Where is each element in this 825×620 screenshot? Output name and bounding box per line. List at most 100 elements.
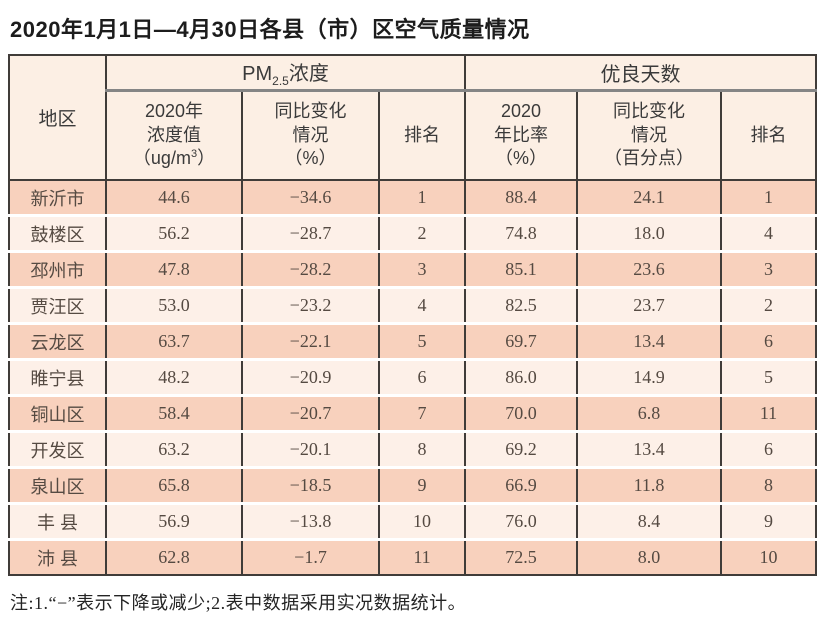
cell-pm-rank: 6 (378, 358, 465, 396)
header-good-change: 同比变化 情况 （百分点） (576, 90, 721, 180)
table-row: 鼓楼区 56.2 −28.7 2 74.8 18.0 4 (8, 214, 817, 252)
cell-good-change: 23.6 (576, 250, 721, 288)
header-good-change-line1: 同比变化 (613, 100, 685, 121)
air-quality-table: 地区 PM2.5浓度 优良天数 2020年 浓度值 （ug/m3） 同比变化 情… (8, 54, 818, 576)
header-pm-value-line2: 浓度值 (147, 124, 201, 145)
cell-pm-change: −22.1 (241, 322, 379, 360)
cell-pm-rank: 3 (378, 250, 465, 288)
table-row: 沛 县 62.8 −1.7 11 72.5 8.0 10 (8, 538, 817, 575)
cell-good-rank: 5 (719, 358, 817, 396)
table-row: 云龙区 63.7 −22.1 5 69.7 13.4 6 (8, 322, 817, 360)
cell-pm-rank: 9 (378, 466, 465, 504)
unit-suffix: ） (197, 148, 216, 169)
header-pm-change: 同比变化 情况 （%） (241, 90, 379, 180)
cell-good-ratio: 82.5 (464, 286, 577, 324)
cell-good-change: 13.4 (576, 322, 721, 360)
cell-good-ratio: 74.8 (464, 214, 577, 252)
cell-pm-value: 62.8 (105, 538, 242, 575)
cell-pm-value: 53.0 (105, 286, 242, 324)
header-group-row: 地区 PM2.5浓度 优良天数 (8, 55, 817, 180)
cell-good-change: 14.9 (576, 358, 721, 396)
cell-good-change: 6.8 (576, 394, 721, 432)
unit-superscript: 3 (190, 148, 198, 161)
cell-good-change: 8.4 (576, 502, 721, 540)
cell-region: 沛 县 (8, 538, 106, 575)
cell-pm-value: 56.2 (105, 214, 242, 252)
header-good-change-line2: 情况 (631, 124, 667, 145)
header-good-ratio-line2: 年比率 (494, 124, 548, 145)
header-good-ratio-line3: （%） (494, 148, 547, 169)
cell-good-ratio: 66.9 (464, 466, 577, 504)
cell-pm-rank: 2 (378, 214, 465, 252)
table-row: 新沂市 44.6 −34.6 1 88.4 24.1 1 (8, 179, 817, 216)
cell-pm-change: −34.6 (241, 179, 379, 216)
cell-good-ratio: 76.0 (464, 502, 577, 540)
cell-region: 开发区 (8, 430, 106, 468)
table-row: 睢宁县 48.2 −20.9 6 86.0 14.9 5 (8, 358, 817, 396)
cell-good-rank: 11 (719, 394, 817, 432)
cell-pm-value: 48.2 (105, 358, 242, 396)
cell-good-ratio: 69.2 (464, 430, 577, 468)
cell-good-rank: 9 (719, 502, 817, 540)
header-good-ratio: 2020 年比率 （%） (464, 90, 577, 180)
cell-good-change: 8.0 (576, 538, 721, 575)
header-pm-change-line2: 情况 (292, 124, 329, 145)
cell-region: 铜山区 (8, 394, 106, 432)
pm-label-subscript: 2.5 (272, 74, 289, 88)
cell-pm-change: −1.7 (241, 538, 379, 575)
cell-pm-change: −18.5 (241, 466, 379, 504)
cell-pm-value: 58.4 (105, 394, 242, 432)
table-body: 新沂市 44.6 −34.6 1 88.4 24.1 1 鼓楼区 56.2 −28.7 2 74.8 1… (8, 179, 817, 575)
cell-pm-rank: 5 (378, 322, 465, 360)
cell-pm-rank: 4 (378, 286, 465, 324)
cell-pm-value: 56.9 (105, 502, 242, 540)
header-pm-change-line3: （%） (284, 148, 337, 169)
cell-pm-change: −20.7 (241, 394, 379, 432)
cell-region: 泉山区 (8, 466, 106, 504)
header-sub-row: 2020年 浓度值 （ug/m3） 同比变化 情况 （%） 排名 2020 年比… (9, 90, 817, 180)
cell-good-ratio: 69.7 (464, 322, 577, 360)
cell-good-change: 11.8 (576, 466, 721, 504)
footnote: 注:1.“−”表示下降或减少;2.表中数据采用实况数据统计。 (10, 593, 467, 613)
cell-pm-rank: 11 (378, 538, 465, 575)
cell-pm-value: 47.8 (105, 250, 242, 288)
cell-pm-rank: 1 (378, 179, 465, 216)
cell-pm-change: −28.7 (241, 214, 379, 252)
header-pm-rank: 排名 (378, 90, 465, 180)
cell-pm-change: −28.2 (241, 250, 379, 288)
table-row: 开发区 63.2 −20.1 8 69.2 13.4 6 (8, 430, 817, 468)
cell-pm-change: −23.2 (241, 286, 379, 324)
cell-pm-change: −13.8 (241, 502, 379, 540)
cell-pm-value: 44.6 (105, 179, 242, 216)
cell-good-rank: 6 (719, 322, 817, 360)
cell-good-ratio: 72.5 (464, 538, 577, 575)
cell-pm-change: −20.1 (241, 430, 379, 468)
cell-pm-rank: 10 (378, 502, 465, 540)
cell-good-rank: 6 (719, 430, 817, 468)
cell-region: 睢宁县 (8, 358, 106, 396)
cell-good-rank: 8 (719, 466, 817, 504)
page-title: 2020年1月1日—4月30日各县（市）区空气质量情况 (10, 17, 530, 42)
unit-prefix: （ug/m (132, 148, 191, 169)
cell-good-rank: 1 (719, 179, 817, 216)
cell-pm-value: 63.2 (105, 430, 242, 468)
table-row: 丰 县 56.9 −13.8 10 76.0 8.4 9 (8, 502, 817, 540)
cell-region: 贾汪区 (8, 286, 106, 324)
header-group-pm25: PM2.5浓度 (105, 55, 465, 92)
cell-region: 鼓楼区 (8, 214, 106, 252)
cell-good-ratio: 88.4 (464, 179, 577, 216)
header-group-good-days: 优良天数 (463, 55, 817, 92)
cell-good-rank: 4 (719, 214, 817, 252)
cell-good-ratio: 70.0 (464, 394, 577, 432)
header-region: 地区 (8, 55, 106, 180)
header-good-change-line3: （百分点） (604, 148, 694, 169)
cell-good-rank: 3 (719, 250, 817, 288)
header-pm-value-unit: （ug/m3） (107, 147, 241, 171)
cell-pm-rank: 8 (378, 430, 465, 468)
header-pm-value-line1: 2020年 (144, 100, 204, 121)
header-pm-value: 2020年 浓度值 （ug/m3） (105, 90, 242, 180)
cell-region: 丰 县 (8, 502, 106, 540)
cell-good-change: 18.0 (576, 214, 721, 252)
cell-good-ratio: 85.1 (464, 250, 577, 288)
